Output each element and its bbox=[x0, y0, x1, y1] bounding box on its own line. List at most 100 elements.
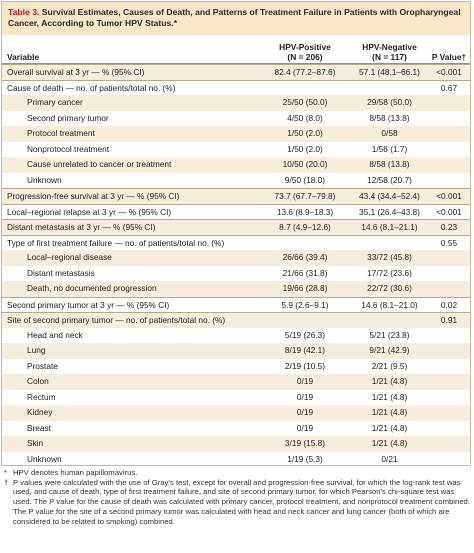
row-label: Local–regional relapse at 3 yr — % (95% … bbox=[7, 206, 172, 217]
cell-hpv-positive: 21/66 (31.8) bbox=[282, 267, 328, 278]
table-subrow: Skin 3/19 (15.8) 1/21 (4.8) bbox=[2, 436, 470, 452]
table-caption: Survival Estimates, Causes of Death, and… bbox=[8, 7, 461, 28]
cell-p-value: 0.02 bbox=[440, 299, 458, 310]
cell-hpv-positive: 8/19 (42.1) bbox=[284, 345, 326, 356]
table-subrow: Death, no documented progression 19/66 (2… bbox=[2, 281, 470, 297]
table-label: Table 3. bbox=[8, 7, 40, 17]
cell-p-value: <0.001 bbox=[436, 67, 462, 77]
table-row: Local–regional relapse at 3 yr — % (95% … bbox=[2, 203, 470, 220]
header-variable: Variable bbox=[7, 52, 40, 62]
cell-hpv-negative: 57.1 (48.1–66.1) bbox=[359, 67, 420, 77]
cell-hpv-positive: 19/66 (28.8) bbox=[282, 283, 328, 294]
header-rule bbox=[2, 63, 470, 64]
table-row: Type of first treatment failure — no. of… bbox=[2, 234, 470, 251]
cell-hpv-negative: 1/21 (4.8) bbox=[371, 391, 408, 402]
header-p-value: P Value† bbox=[431, 52, 467, 62]
row-label: Kidney bbox=[27, 407, 53, 418]
cell-hpv-negative: 8/58 (13.8) bbox=[369, 159, 410, 170]
table-subrow: Rectum 0/19 1/21 (4.8) bbox=[2, 390, 470, 406]
cell-hpv-negative: 8/58 (13.8) bbox=[369, 112, 410, 123]
header-hpv-positive: HPV-Positive bbox=[279, 42, 331, 52]
row-label: Primary cancer bbox=[27, 97, 83, 108]
cell-hpv-positive: 82.4 (77.2–87.6) bbox=[274, 67, 336, 77]
row-label: Unknown bbox=[27, 174, 62, 185]
cell-hpv-positive: 5.9 (2.6–9.1) bbox=[281, 299, 329, 310]
cell-hpv-negative: 1/21 (4.8) bbox=[371, 438, 408, 449]
row-label: Site of second primary tumor — no. of pa… bbox=[7, 315, 226, 326]
cell-hpv-positive: 5/19 (26.3) bbox=[284, 329, 326, 340]
cell-hpv-negative: 9/21 (42.9) bbox=[369, 345, 410, 356]
table-subrow: Nonprotocol treatment 1/50 (2.0) 1/58 (1.7… bbox=[2, 142, 470, 158]
table-row: Site of second primary tumor — no. of pa… bbox=[2, 312, 470, 328]
row-label: Local–regional disease bbox=[27, 252, 112, 263]
cell-hpv-positive: 1/19 (5.3) bbox=[287, 453, 323, 464]
cell-p-value: <0.001 bbox=[436, 206, 462, 217]
table-row: Second primary tumor at 3 yr — % (95% CI… bbox=[2, 296, 470, 313]
header-hpv-negative-n: (N = 117) bbox=[372, 52, 407, 62]
cell-hpv-negative: 1/21 (4.8) bbox=[371, 422, 408, 433]
cell-hpv-positive: 3/19 (15.8) bbox=[284, 438, 326, 449]
cell-p-value: 0.91 bbox=[440, 315, 458, 326]
row-label: Distant metastasis at 3 yr — % (95% CI) bbox=[7, 222, 156, 233]
footnote-text: HPV denotes human papillomavirus. bbox=[13, 468, 138, 477]
table-subrow: Kidney 0/19 1/21 (4.8) bbox=[2, 405, 470, 421]
row-label: Nonprotocol treatment bbox=[27, 143, 110, 154]
row-label: Cause unrelated to cancer or treatment bbox=[27, 159, 172, 170]
footnote-text: P values were calculated with the use of… bbox=[13, 477, 470, 526]
row-label: Progression-free survival at 3 yr — % (9… bbox=[7, 191, 180, 202]
cell-hpv-negative: 14.6 (8.1–21.1) bbox=[361, 222, 418, 233]
cell-hpv-positive: 26/66 (39.4) bbox=[282, 252, 328, 263]
row-label: Death, no documented progression bbox=[27, 283, 157, 294]
row-label: Head and neck bbox=[27, 329, 83, 340]
row-label: Type of first treatment failure — no. of… bbox=[7, 237, 225, 248]
cell-hpv-positive: 1/50 (2.0) bbox=[287, 128, 323, 139]
table-row: Overall survival at 3 yr — % (95% CI) 82.… bbox=[2, 64, 470, 80]
cell-hpv-positive: 0/19 bbox=[296, 376, 314, 387]
row-label: Overall survival at 3 yr — % (95% CI) bbox=[7, 67, 145, 77]
row-label: Rectum bbox=[27, 391, 56, 402]
table-subrow: Distant metastasis 21/66 (31.8) 17/72 (23.… bbox=[2, 266, 470, 282]
row-label: Breast bbox=[27, 422, 51, 433]
table-subrow: Second primary tumor 4/50 (8.0) 8/58 (13.8… bbox=[2, 111, 470, 127]
table-subrow: Protocol treatment 1/50 (2.0) 0/58 bbox=[2, 126, 470, 142]
cell-hpv-positive: 10/50 (20.0) bbox=[282, 159, 328, 170]
cell-hpv-negative: 5/21 (23.8) bbox=[369, 329, 410, 340]
cell-hpv-positive: 2/19 (10.5) bbox=[284, 360, 326, 371]
cell-hpv-positive: 4/50 (8.0) bbox=[287, 112, 323, 123]
table-title: Table 3. Survival Estimates, Causes of D… bbox=[2, 2, 470, 35]
footnote-mark: † bbox=[4, 477, 9, 487]
row-label: Unknown bbox=[27, 453, 62, 464]
cell-hpv-negative: 1/21 (4.8) bbox=[371, 376, 408, 387]
row-label: Second primary tumor at 3 yr — % (95% CI… bbox=[7, 299, 170, 310]
table-subrow: Lung 8/19 (42.1) 9/21 (42.9) bbox=[2, 343, 470, 359]
table-row: Distant metastasis at 3 yr — % (95% CI) 8… bbox=[2, 219, 470, 235]
cell-hpv-negative: 0/21 bbox=[381, 453, 398, 464]
table-subrow: Head and neck 5/19 (26.3) 5/21 (23.8) bbox=[2, 328, 470, 344]
footnote: * HPV denotes human papillomavirus. bbox=[4, 468, 470, 478]
row-label: Skin bbox=[27, 438, 44, 449]
cell-hpv-negative: 29/58 (50.0) bbox=[367, 97, 412, 108]
table-row: Cause of death — no. of patients/total n… bbox=[2, 79, 470, 96]
cell-hpv-negative: 0/58 bbox=[381, 128, 398, 139]
table-subrow: Primary cancer 25/50 (50.0) 29/58 (50.0) bbox=[2, 95, 470, 111]
header-hpv-negative: HPV-Negative bbox=[362, 42, 417, 52]
cell-hpv-positive: 0/19 bbox=[296, 407, 314, 418]
cell-hpv-negative: 2/21 (9.5) bbox=[371, 360, 408, 371]
cell-hpv-negative: 1/21 (4.8) bbox=[371, 407, 408, 418]
cell-hpv-negative: 43.4 (34.4–52.4) bbox=[359, 191, 420, 202]
footnote-mark: * bbox=[4, 468, 7, 477]
row-label: Lung bbox=[27, 345, 46, 356]
cell-hpv-negative: 14.6 (8.1–21.0) bbox=[361, 299, 418, 310]
header-hpv-positive-n: (N = 206) bbox=[287, 52, 323, 62]
footnotes: * HPV denotes human papillomavirus. † P val… bbox=[4, 468, 470, 526]
cell-hpv-negative: 35.1 (26.4–43.8) bbox=[359, 206, 420, 217]
cell-hpv-positive: 9/50 (18.0) bbox=[284, 174, 326, 185]
cell-hpv-positive: 1/50 (2.0) bbox=[287, 143, 323, 154]
cell-p-value: 0.67 bbox=[440, 82, 458, 93]
table-row: Progression-free survival at 3 yr — % (9… bbox=[2, 188, 470, 204]
cell-p-value: 0.23 bbox=[440, 222, 458, 233]
cell-hpv-negative: 1/58 (1.7) bbox=[371, 143, 408, 154]
cell-hpv-negative: 17/72 (23.6) bbox=[367, 267, 412, 278]
cell-hpv-negative: 33/72 (45.8) bbox=[367, 252, 412, 263]
cell-hpv-positive: 13.6 (8.9–18.3) bbox=[276, 206, 334, 217]
